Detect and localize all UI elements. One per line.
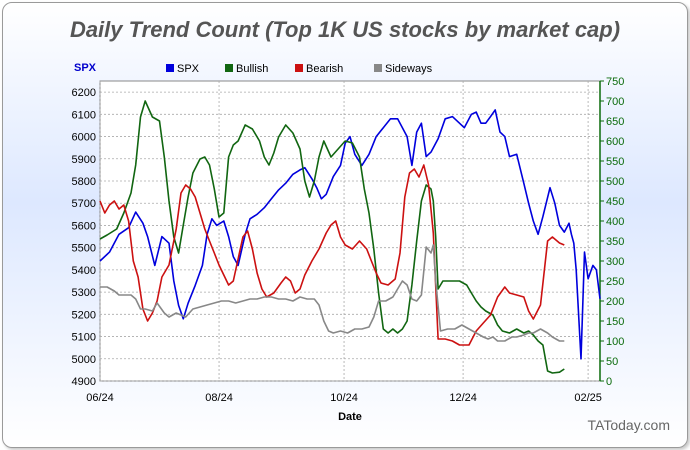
- right-tick-label: 250: [606, 276, 624, 288]
- watermark: TAToday.com: [588, 417, 670, 433]
- left-tick-label: 5100: [72, 332, 96, 344]
- left-tick-label: 5400: [72, 265, 96, 277]
- right-tick-label: 600: [606, 136, 624, 148]
- legend-swatch-bullish: [225, 64, 233, 72]
- right-tick-label: 150: [606, 316, 624, 328]
- right-tick-label: 700: [606, 96, 624, 108]
- series-line-sideways: [100, 244, 565, 342]
- legend-swatch-spx: [166, 64, 174, 72]
- legend-label-bearish: Bearish: [306, 63, 343, 75]
- x-tick-label: 10/24: [330, 392, 358, 404]
- series-line-spx: [99, 109, 601, 360]
- x-tick-label: 06/24: [86, 392, 114, 404]
- legend-swatch-bearish: [295, 64, 303, 72]
- right-tick-label: 100: [606, 336, 624, 348]
- x-axis-label: Date: [338, 411, 362, 423]
- left-tick-label: 6100: [72, 109, 96, 121]
- left-tick-label: 6000: [72, 132, 96, 144]
- left-tick-label: 5000: [72, 354, 96, 366]
- right-tick-label: 650: [606, 116, 624, 128]
- left-tick-label: 5300: [72, 287, 96, 299]
- x-tick-label: 08/24: [205, 392, 233, 404]
- x-tick-label: 12/24: [449, 392, 477, 404]
- left-tick-label: 5200: [72, 309, 96, 321]
- left-tick-label: 4900: [72, 376, 96, 388]
- right-tick-label: 400: [606, 216, 624, 228]
- left-tick-label: 6200: [72, 87, 96, 99]
- right-tick-label: 0: [606, 376, 612, 388]
- left-tick-label: 5600: [72, 220, 96, 232]
- x-tick-label: 02/25: [574, 392, 602, 404]
- left-axis-label: SPX: [74, 62, 97, 74]
- series-line-bullish: [99, 100, 565, 374]
- right-tick-label: 550: [606, 156, 624, 168]
- legend-swatch-sideways: [374, 64, 382, 72]
- series-line-bearish: [99, 164, 565, 346]
- chart-title: Daily Trend Count (Top 1K US stocks by m…: [69, 17, 621, 42]
- legend-label-spx: SPX: [177, 63, 200, 75]
- legend-label-bullish: Bullish: [236, 63, 268, 75]
- right-tick-label: 500: [606, 176, 624, 188]
- right-tick-label: 350: [606, 236, 624, 248]
- left-tick-label: 5700: [72, 198, 96, 210]
- right-tick-label: 750: [606, 76, 624, 88]
- legend-label-sideways: Sideways: [385, 63, 433, 75]
- right-tick-label: 300: [606, 256, 624, 268]
- right-tick-label: 50: [606, 356, 618, 368]
- left-tick-label: 5500: [72, 243, 96, 255]
- right-tick-label: 200: [606, 296, 624, 308]
- right-tick-label: 450: [606, 196, 624, 208]
- left-tick-label: 5800: [72, 176, 96, 188]
- left-tick-label: 5900: [72, 154, 96, 166]
- trend-count-chart: 4900500051005200530054005500560057005800…: [72, 62, 670, 433]
